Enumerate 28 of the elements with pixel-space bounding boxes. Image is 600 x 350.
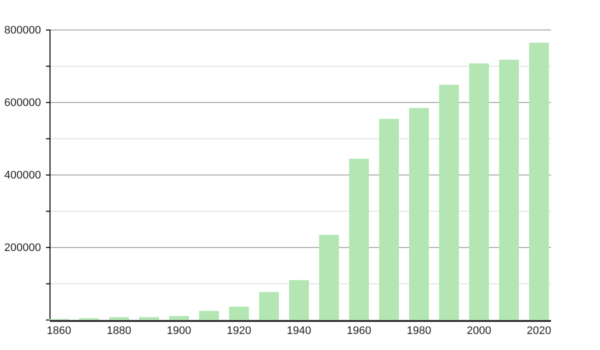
bar [469,63,489,320]
bar [139,317,159,320]
bar [349,158,369,320]
y-tick-label: 400000 [4,170,41,182]
bar [109,317,129,320]
x-tick-label: 1940 [286,324,312,337]
y-tick-label: 200000 [4,242,41,254]
x-tick-label: 1920 [226,324,252,337]
bar [289,280,309,320]
y-tick-label: 800000 [4,24,41,37]
x-tick-label: 1900 [166,324,192,337]
bar [409,108,429,320]
x-tick-label: 2020 [526,324,552,337]
bar [169,316,189,320]
bar [499,60,519,320]
bar [529,42,549,320]
bar [229,306,249,320]
x-tick-label: 1880 [106,324,132,337]
bar [319,234,339,320]
bar [379,118,399,320]
bar [439,84,459,320]
bar [259,292,279,320]
y-tick-label: 600000 [4,97,41,110]
bar [199,310,219,320]
x-tick-label: 1960 [346,324,372,337]
x-tick-label: 1860 [46,324,72,337]
x-tick-label: 2000 [466,324,492,337]
x-tick-label: 1980 [406,324,432,337]
